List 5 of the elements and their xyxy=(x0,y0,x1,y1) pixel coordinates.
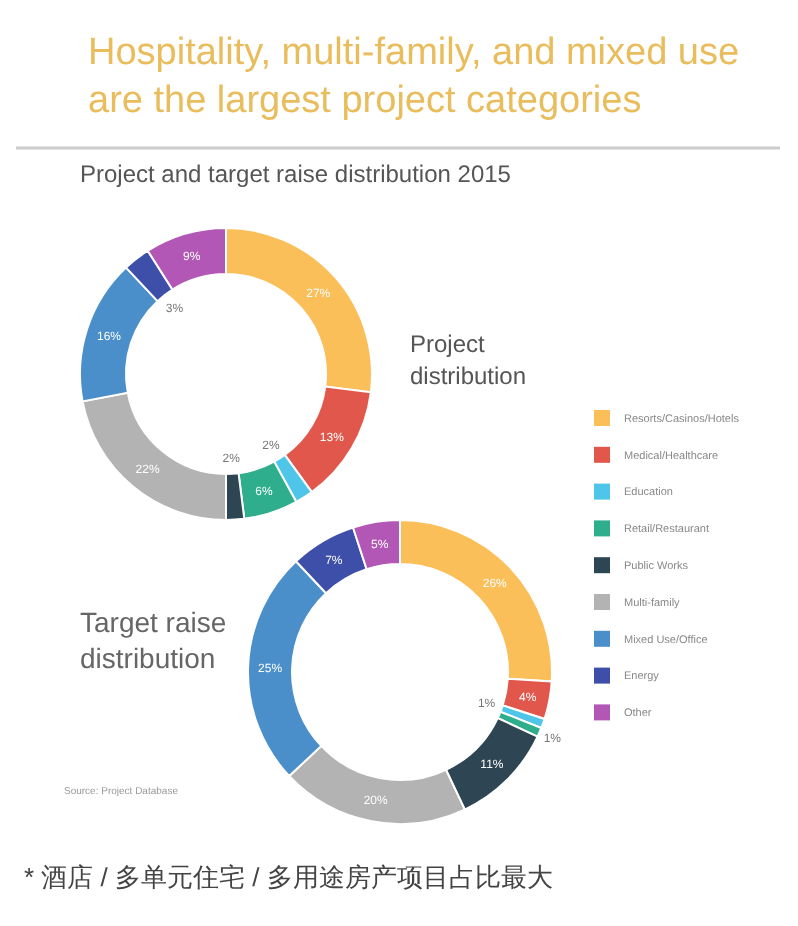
text: Project distribution xyxy=(410,330,527,390)
text: * 酒店 / 多单元住宅 / 多用途房产项目占比最大 xyxy=(24,862,553,892)
chart-subtitle: Project and target raise distribution 2015 xyxy=(80,160,512,188)
text: Target raise distribution xyxy=(80,606,227,674)
chart-title: Hospitality, multi-family, and mixed use are the largest project categories xyxy=(88,32,740,122)
